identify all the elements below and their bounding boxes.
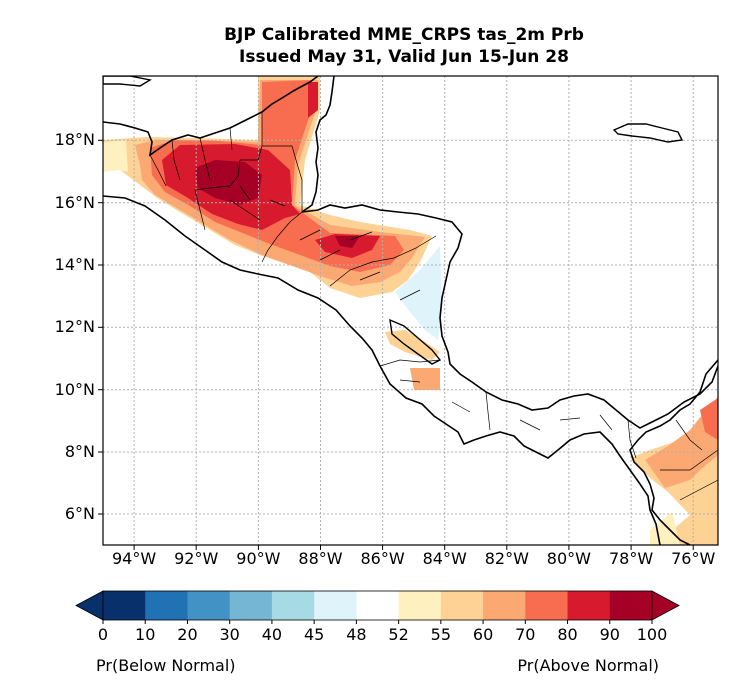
region-70-80-colombia <box>700 398 718 440</box>
colorbar-swatch <box>271 591 315 620</box>
map-frame <box>102 75 719 546</box>
colorbar-label-below: Pr(Below Normal) <box>96 656 236 675</box>
colorbar-tick-label: 48 <box>346 625 366 644</box>
colorbar-label-above: Pr(Above Normal) <box>517 656 659 675</box>
colorbar-tick-label: 30 <box>220 625 240 644</box>
jamaica <box>612 123 684 143</box>
border-panama-colombia <box>627 419 637 459</box>
colorbar-tick-labels: 0 10 20 30 40 45 48 52 55 60 70 80 90 100 <box>98 625 667 644</box>
colorbar-swatch <box>229 591 273 620</box>
lat-tick-label: 8°N <box>65 442 95 461</box>
colorbar-swatch <box>567 591 611 620</box>
region-52-55-colombia <box>650 512 680 545</box>
lon-tick-label: 94°W <box>112 549 156 568</box>
lon-tick-labels: 94°W 92°W 90°W 88°W 86°W 84°W 82°W 80°W … <box>112 549 715 568</box>
lat-tick-label: 10°N <box>55 380 95 399</box>
cuba-fragment <box>103 76 152 87</box>
colorbar-tick-label: 60 <box>473 625 493 644</box>
border-belize <box>262 145 303 212</box>
state-lines-mexico <box>149 112 263 187</box>
gridlines <box>103 76 718 545</box>
lake-nicaragua <box>389 318 442 365</box>
lon-tick-label: 76°W <box>671 549 715 568</box>
colorbar-tick-label: 55 <box>431 625 451 644</box>
lon-tick-label: 84°W <box>423 549 467 568</box>
region-60-70-colombia <box>645 400 718 488</box>
colorbar-tick-label: 10 <box>135 625 155 644</box>
colorbar-tick-label: 80 <box>557 625 577 644</box>
colorbar-tick-label: 20 <box>177 625 197 644</box>
political-borders <box>149 112 718 501</box>
colorbar-tick-label: 0 <box>98 625 108 644</box>
lon-tick-label: 88°W <box>298 549 342 568</box>
lat-tick-label: 6°N <box>65 504 95 523</box>
dept-lines-central-america <box>229 185 718 501</box>
colorbar-swatch <box>609 591 653 620</box>
colorbar-swatch <box>525 591 569 620</box>
chart-title-line-1: BJP Calibrated MME_CRPS tas_2m Prb <box>224 25 584 45</box>
colorbar-extend-high <box>651 590 680 621</box>
chart-title-line-2: Issued May 31, Valid Jun 15-Jun 28 <box>239 47 569 67</box>
colorbar-swatch <box>440 591 484 620</box>
border-nicaragua-costa-rica <box>379 359 441 367</box>
region-52-55-west <box>103 140 128 172</box>
coastline-colombia <box>629 359 718 545</box>
colorbar-tick-label: 40 <box>262 625 282 644</box>
coastline-yucatan-east <box>301 76 335 213</box>
colorbar-swatch <box>314 591 357 620</box>
colorbar-tick-label: 45 <box>304 625 324 644</box>
probability-shading <box>103 76 718 545</box>
lat-tick-labels: 6°N 8°N 10°N 12°N 14°N 16°N 18°N <box>55 130 95 523</box>
border-guatemala-honduras <box>261 211 303 263</box>
region-60-70-costa-rica <box>410 368 440 390</box>
lat-tick-label: 14°N <box>55 255 95 274</box>
tick-marks <box>98 139 694 550</box>
colorbar-tick-label: 90 <box>600 625 620 644</box>
colorbar-swatch <box>356 591 400 620</box>
region-45-48-nicaragua <box>395 246 442 340</box>
lon-tick-label: 78°W <box>609 549 653 568</box>
lat-tick-label: 12°N <box>55 317 95 336</box>
lat-tick-label: 16°N <box>55 193 95 212</box>
coastline-caribbean <box>301 204 718 429</box>
region-55-60-nicaragua <box>385 330 440 360</box>
colorbar-tick-label: 70 <box>515 625 535 644</box>
coastline-pacific <box>103 195 661 545</box>
colorbar-swatch <box>145 591 188 620</box>
region-80-90-belize <box>308 82 318 118</box>
border-mexico-guatemala <box>194 145 263 231</box>
colorbar-tick-label: 100 <box>637 625 668 644</box>
lon-tick-label: 90°W <box>236 549 280 568</box>
colorbar-swatch <box>103 591 146 620</box>
colorbar-swatch <box>187 591 231 620</box>
lat-tick-label: 18°N <box>55 130 95 149</box>
colorbar-swatch <box>483 591 526 620</box>
border-costa-rica-panama <box>485 391 491 431</box>
border-honduras-nicaragua <box>329 235 437 287</box>
lon-tick-label: 82°W <box>485 549 529 568</box>
colorbar-swatch <box>398 591 442 620</box>
lon-tick-label: 92°W <box>174 549 218 568</box>
colorbar <box>75 590 680 624</box>
colorbar-tick-label: 52 <box>388 625 408 644</box>
lon-tick-label: 86°W <box>361 549 405 568</box>
colorbar-frame <box>102 590 653 621</box>
lon-tick-label: 80°W <box>547 549 591 568</box>
colorbar-extend-low <box>75 590 104 621</box>
